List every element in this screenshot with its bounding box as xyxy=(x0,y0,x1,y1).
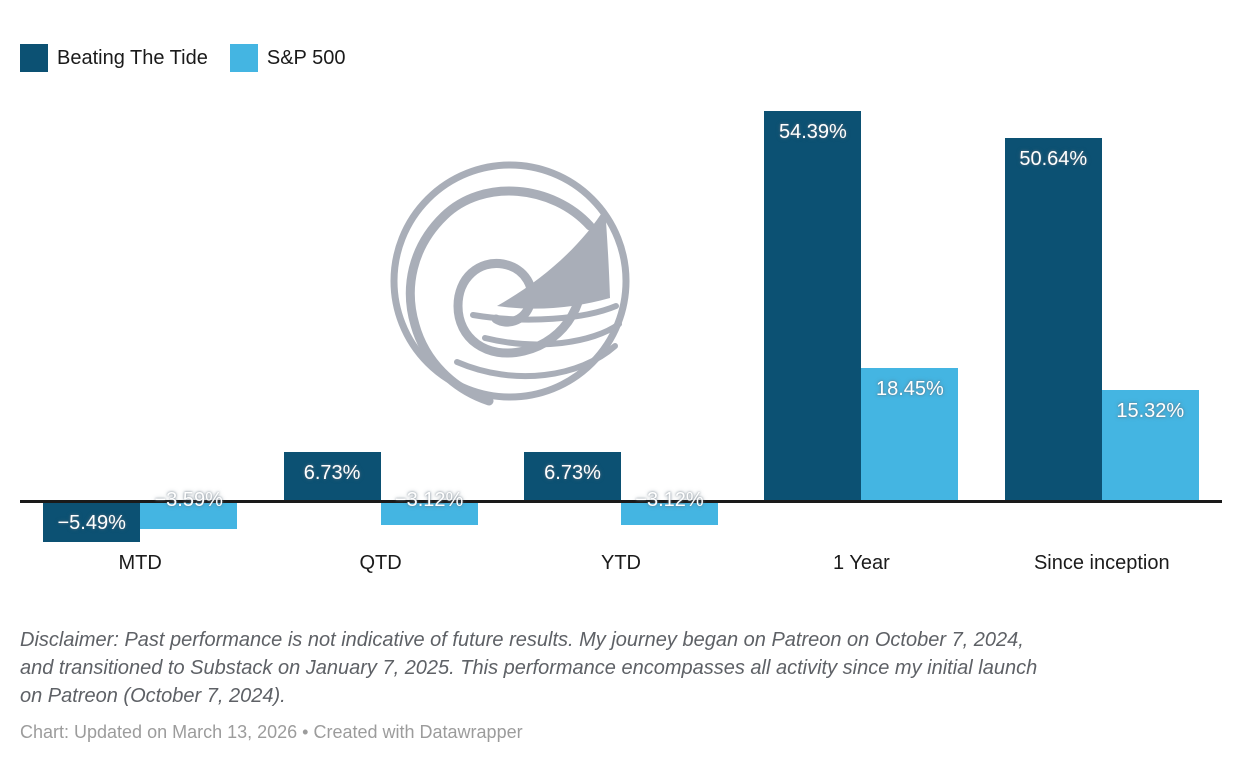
category-label-qtd: QTD xyxy=(359,552,402,574)
legend-swatch-beating-the-tide xyxy=(20,44,48,72)
disclaimer-line: and transitioned to Substack on January … xyxy=(20,657,1038,679)
wave-icon xyxy=(405,186,595,406)
bar-value-label-sp-500-mtd: −3.59% xyxy=(154,489,223,511)
chart-byline: Chart: Updated on March 13, 2026 • Creat… xyxy=(20,721,523,743)
disclaimer-line: on Patreon (October 7, 2024). xyxy=(20,685,286,707)
x-axis-baseline xyxy=(20,500,1222,503)
bar-value-label-beating-the-tide-since-inception: 50.64% xyxy=(1019,148,1088,170)
bar-sp-500-1-year[interactable] xyxy=(861,368,959,500)
bar-beating-the-tide-qtd[interactable] xyxy=(283,452,381,500)
category-label-since-inception: Since inception xyxy=(1033,552,1170,574)
legend-label-sp-500: S&P 500 xyxy=(266,47,346,69)
bar-beating-the-tide-1-year[interactable] xyxy=(764,111,862,500)
disclaimer-note: Disclaimer: Past performance is not indi… xyxy=(20,626,1235,710)
water-line-icon xyxy=(482,321,622,348)
category-label-1-year: 1 Year xyxy=(833,552,890,574)
logo-circle xyxy=(390,161,630,401)
legend-item-beating-the-tide: Beating The Tide xyxy=(20,44,208,72)
bar-sp-500-mtd[interactable] xyxy=(140,503,238,529)
category-label-mtd: MTD xyxy=(118,552,162,574)
byline-text: Chart: Updated on March 13, 2026 • Creat… xyxy=(20,722,420,742)
datawrapper-link[interactable]: Datawrapper xyxy=(419,722,523,742)
shark-fin-icon xyxy=(497,208,610,309)
bar-value-label-sp-500-ytd: −3.12% xyxy=(635,489,704,511)
bar-beating-the-tide-since-inception[interactable] xyxy=(1004,138,1102,500)
bar-value-label-sp-500-1-year: 18.45% xyxy=(875,378,944,400)
bar-beating-the-tide-mtd[interactable] xyxy=(43,503,141,542)
legend-item-sp-500: S&P 500 xyxy=(229,44,346,72)
bar-sp-500-ytd[interactable] xyxy=(621,503,718,525)
legend-swatch-sp-500 xyxy=(229,44,258,72)
bar-value-label-sp-500-since-inception: 15.32% xyxy=(1116,400,1185,422)
chart-legend: Beating The Tide S&P 500 xyxy=(20,44,345,72)
bar-value-label-sp-500-qtd: −3.12% xyxy=(394,489,464,511)
bar-value-label-beating-the-tide-1-year: 54.39% xyxy=(778,121,847,143)
bar-value-label-beating-the-tide-mtd: −5.49% xyxy=(57,511,126,534)
bar-value-label-beating-the-tide-qtd: 6.73% xyxy=(303,462,361,484)
water-swoosh-icon xyxy=(454,343,618,380)
bar-value-label-beating-the-tide-ytd: 6.73% xyxy=(544,462,601,484)
wave-shark-fin-logo-watermark xyxy=(390,161,630,406)
bar-beating-the-tide-ytd[interactable] xyxy=(524,452,621,500)
water-line-icon xyxy=(470,303,619,323)
category-label-ytd: YTD xyxy=(601,552,641,574)
bar-sp-500-qtd[interactable] xyxy=(380,503,478,525)
legend-label-beating-the-tide: Beating The Tide xyxy=(57,47,208,69)
disclaimer-line: Disclaimer: Past performance is not indi… xyxy=(20,629,1024,651)
bar-sp-500-since-inception[interactable] xyxy=(1101,390,1199,500)
